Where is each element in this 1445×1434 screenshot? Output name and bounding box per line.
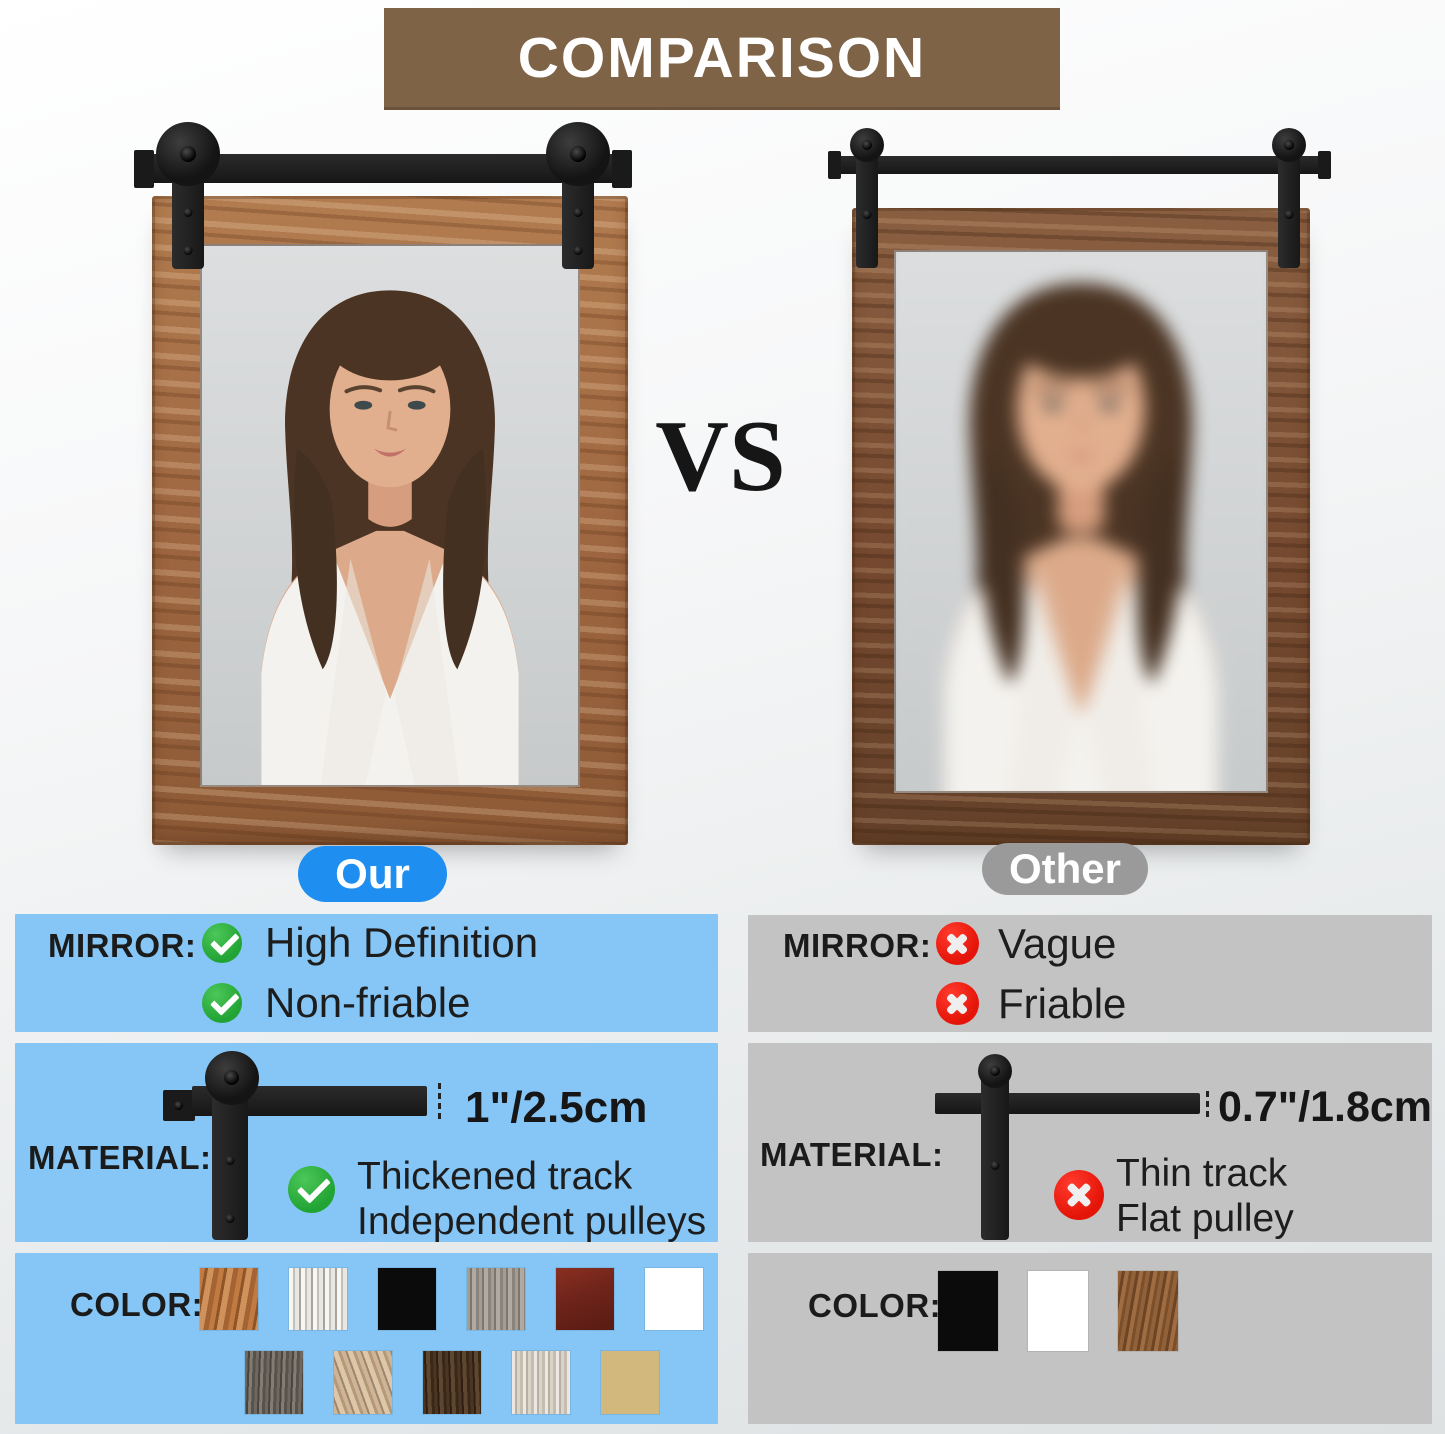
mirror-feature: High Definition (265, 919, 539, 966)
our-track-endcap-left (134, 150, 154, 188)
other-track-pulley-right (1272, 128, 1306, 162)
track-end-plate (163, 1090, 195, 1121)
material-feature: Thin track (1116, 1152, 1288, 1195)
material-section-label: MATERIAL: (760, 1136, 944, 1173)
swatch-black (378, 1268, 436, 1330)
cross-icon (936, 922, 979, 965)
material-features: Thickened track Independent pulleys (357, 1154, 706, 1244)
thickness-measure-line (438, 1083, 441, 1119)
flat-pulley-wheel (978, 1054, 1012, 1088)
our-material-panel: MATERIAL: 1"/2.5cm Thickened track Indep… (15, 1043, 718, 1244)
other-pill: Other (982, 843, 1148, 895)
vs-label: VS (655, 400, 786, 513)
mirror-feature: Non-friable (265, 979, 471, 1026)
other-track-endcap-left (828, 151, 841, 179)
swatch-white (1028, 1271, 1088, 1351)
material-section-label: MATERIAL: (28, 1139, 212, 1176)
mirror-feature: Friable (998, 980, 1127, 1027)
our-mirror-glass (200, 244, 580, 787)
check-icon (202, 923, 242, 963)
swatch-light-gray-weathered-wood (512, 1351, 570, 1414)
other-track-strap-right (1278, 150, 1300, 268)
check-icon (288, 1166, 335, 1213)
other-track-pulley-left (850, 128, 884, 162)
color-section-label: COLOR: (808, 1287, 942, 1324)
swatch-brown-wood (1118, 1271, 1178, 1351)
thin-track-bar (935, 1093, 1200, 1114)
clear-reflection-portrait (202, 246, 578, 785)
swatch-tan-weathered-wood (334, 1351, 392, 1414)
our-color-panel: COLOR: (15, 1253, 718, 1424)
our-pill: Our (298, 846, 447, 902)
cross-icon (1054, 1170, 1104, 1220)
our-track-pulley-left (156, 122, 220, 186)
independent-pulley-wheel (205, 1051, 259, 1105)
cross-icon (936, 982, 979, 1025)
swatch-whitewash-wood (289, 1268, 347, 1330)
our-track-pulley-right (546, 122, 610, 186)
our-track-endcap-right (612, 150, 632, 188)
mirror-section-label: MIRROR: (783, 927, 932, 964)
mirror-feature: Vague (998, 920, 1117, 967)
swatch-white (645, 1268, 703, 1330)
color-swatch-row (245, 1351, 659, 1414)
other-track-bar (831, 156, 1327, 174)
thickness-measure-line (1206, 1091, 1209, 1117)
swatch-red-mahogany (556, 1268, 614, 1330)
track-thickness-value: 1"/2.5cm (465, 1083, 648, 1132)
other-track-strap-left (856, 150, 878, 268)
comparison-banner: COMPARISON (384, 8, 1060, 110)
swatch-rustic-brown-wood (200, 1268, 258, 1330)
material-features: Thin track Flat pulley (1116, 1151, 1294, 1241)
blurry-reflection-portrait (894, 250, 1268, 793)
other-track-endcap-right (1318, 151, 1331, 179)
swatch-gray-wood (467, 1268, 525, 1330)
mirror-section-label: MIRROR: (48, 927, 197, 964)
track-hanger-strap (981, 1071, 1009, 1240)
swatch-dark-walnut-wood (423, 1351, 481, 1414)
material-feature: Independent pulleys (357, 1200, 707, 1243)
other-mirror-panel: MIRROR: Vague Friable (748, 915, 1432, 1032)
our-mirror-panel: MIRROR: High Definition Non-friable (15, 914, 718, 1032)
other-pill-label: Other (1008, 845, 1121, 892)
other-color-panel: COLOR: (748, 1253, 1432, 1424)
other-mirror-glass (894, 250, 1268, 793)
swatch-black (938, 1271, 998, 1351)
track-hanger-strap (212, 1078, 248, 1240)
material-feature: Flat pulley (1116, 1197, 1294, 1240)
other-material-panel: MATERIAL: 0.7"/1.8cm Thin track Flat pul… (748, 1043, 1432, 1242)
swatch-natural-pine-wood (601, 1351, 659, 1414)
check-icon (202, 983, 242, 1023)
material-feature: Thickened track (357, 1155, 633, 1198)
our-pill-label: Our (335, 850, 410, 897)
our-track-bar (139, 154, 627, 183)
banner-title: COMPARISON (517, 25, 927, 90)
track-thickness-value: 0.7"/1.8cm (1218, 1083, 1433, 1131)
color-swatch-row (938, 1271, 1178, 1351)
color-swatch-row (200, 1268, 703, 1330)
color-section-label: COLOR: (70, 1286, 204, 1323)
swatch-weathered-dark-gray-wood (245, 1351, 303, 1414)
